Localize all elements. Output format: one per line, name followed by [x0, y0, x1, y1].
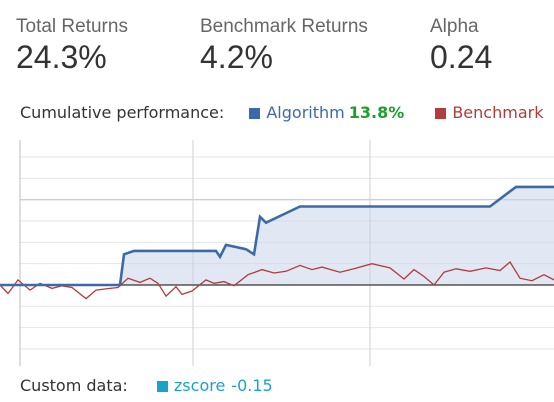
metric-label: Alpha	[430, 16, 479, 37]
algorithm-name: Algorithm	[266, 103, 345, 122]
custom-data-legend: Custom data: zscore -0.15	[20, 376, 273, 395]
metric-benchmark-returns: Benchmark Returns 4.2%	[200, 16, 368, 75]
benchmark-swatch-icon	[435, 108, 447, 119]
zscore-value: -0.15	[231, 376, 273, 395]
legend-item-zscore[interactable]: zscore -0.15	[156, 376, 273, 395]
legend-item-benchmark[interactable]: Benchmark	[435, 103, 543, 122]
metric-total-returns: Total Returns 24.3%	[16, 16, 128, 75]
performance-caption: Cumulative performance:	[20, 103, 225, 122]
benchmark-name: Benchmark	[452, 103, 544, 122]
algorithm-line	[0, 185, 554, 287]
custom-caption: Custom data:	[20, 376, 128, 395]
metric-value: 24.3%	[16, 39, 107, 75]
algorithm-swatch-icon	[249, 108, 261, 119]
performance-legend: Cumulative performance: Algorithm 13.8% B…	[20, 103, 554, 122]
algorithm-value: 13.8%	[348, 103, 405, 122]
performance-chart[interactable]	[0, 128, 554, 366]
zscore-swatch-icon	[156, 381, 168, 392]
metric-value: 0.24	[430, 39, 493, 75]
algorithm-area	[0, 186, 554, 285]
metric-label: Total Returns	[16, 16, 128, 37]
metric-label: Benchmark Returns	[200, 16, 368, 37]
metric-value: 4.2%	[200, 39, 273, 75]
zscore-name: zscore	[173, 376, 226, 395]
benchmark-line	[0, 261, 554, 300]
legend-item-algorithm[interactable]: Algorithm 13.8%	[249, 103, 409, 122]
metric-alpha: Alpha 0.24	[430, 16, 492, 75]
